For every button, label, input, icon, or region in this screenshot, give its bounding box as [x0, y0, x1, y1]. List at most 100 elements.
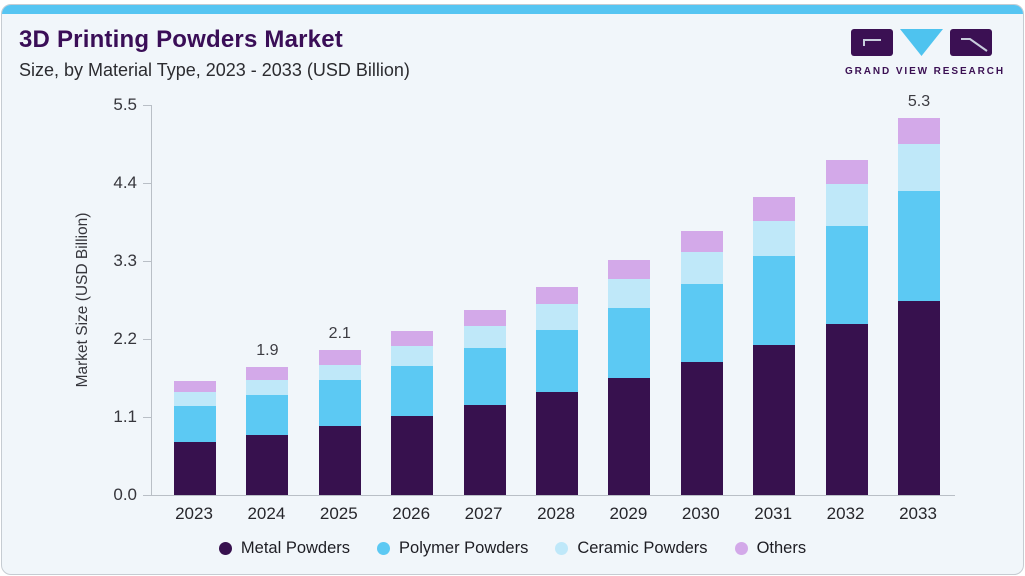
bar-segment-others — [825, 159, 868, 184]
bar-2024 — [246, 367, 289, 495]
legend-label: Ceramic Powders — [577, 539, 708, 557]
bar-value-label: 5.3 — [907, 92, 931, 110]
legend-dot — [555, 542, 569, 555]
bar-segment-metal-powders — [318, 425, 361, 495]
bar-segment-metal-powders — [246, 434, 289, 495]
legend-dot — [734, 542, 748, 555]
y-axis-title: Market Size (USD Billion) — [74, 212, 91, 388]
bar-segment-ceramic-powders — [174, 392, 216, 407]
x-tick-label-2032: 2032 — [826, 504, 865, 523]
x-tick-label-2024: 2024 — [247, 504, 286, 523]
plot-area: 0.0 1.1 2.2 3.3 4.4 5.5 1.9 2.1 5.3 — [113, 93, 955, 504]
x-tick-label-2031: 2031 — [754, 504, 793, 523]
y-tick-mark — [143, 260, 152, 262]
bar-2026 — [391, 331, 434, 495]
y-tick-label: 1.1 — [113, 407, 137, 426]
logo-v-triangle — [899, 29, 943, 56]
chart-subtitle: Size, by Material Type, 2023 - 2033 (USD… — [19, 60, 410, 80]
gvr-logo-mark — [850, 29, 992, 56]
bar-segment-polymer-powders — [536, 329, 578, 393]
bar-segment-others — [391, 331, 434, 347]
logo-r-block — [949, 29, 992, 56]
report-card: 3D Printing Powders Market Size, by Mate… — [1, 4, 1024, 575]
x-tick-label-2029: 2029 — [609, 504, 648, 523]
bar-segment-others — [318, 349, 361, 365]
y-tick-label: 3.3 — [113, 251, 137, 270]
bar-2025 — [318, 349, 361, 495]
bar-segment-ceramic-powders — [898, 144, 940, 191]
x-tick-label-2025: 2025 — [319, 504, 358, 523]
legend-dot — [377, 542, 391, 555]
logo-g-glyph — [862, 39, 881, 46]
bar-segment-polymer-powders — [318, 380, 361, 426]
bar-segment-others — [463, 309, 506, 327]
x-tick-label-2033: 2033 — [899, 504, 937, 523]
bar-2032 — [825, 159, 868, 495]
chart-header: 3D Printing Powders Market Size, by Mate… — [19, 26, 410, 81]
bar-segment-others — [898, 117, 940, 145]
bar-segment-ceramic-powders — [680, 251, 723, 285]
bar-segment-polymer-powders — [898, 190, 940, 301]
bar-value-label: 1.9 — [256, 342, 279, 360]
logo-r-glyph — [960, 38, 988, 52]
gvr-logo-text: GRAND VIEW RESEARCH — [845, 66, 1005, 77]
bar-segment-metal-powders — [680, 362, 723, 495]
bar-segment-others — [246, 367, 289, 381]
legend-label: Others — [756, 539, 807, 557]
legend-label: Metal Powders — [240, 539, 351, 557]
bar-segment-polymer-powders — [391, 365, 434, 416]
bar-segment-metal-powders — [825, 324, 868, 495]
bar-segment-others — [536, 287, 578, 305]
chart-title: 3D Printing Powders Market — [19, 26, 343, 53]
legend-dot — [218, 542, 232, 555]
x-tick-label-2026: 2026 — [392, 504, 431, 523]
bar-segment-metal-powders — [391, 415, 434, 495]
legend-label: Polymer Powders — [399, 539, 529, 557]
bar-segment-metal-powders — [753, 344, 796, 495]
y-tick-label: 2.2 — [113, 329, 137, 348]
x-axis-labels: 2023 2024 2025 2026 2027 2028 2029 2030 2031 2032… — [151, 504, 954, 526]
bar-segment-polymer-powders — [753, 256, 796, 345]
chart-legend: Metal Powders Polymer Powders Ceramic Powd… — [2, 539, 1023, 558]
bar-segment-ceramic-powders — [246, 380, 289, 396]
bar-segment-polymer-powders — [174, 406, 216, 442]
y-tick-label: 0.0 — [113, 485, 137, 504]
bar-segment-ceramic-powders — [536, 304, 578, 330]
logo-g-block — [850, 29, 893, 56]
legend-item-ceramic-powders: Ceramic Powders — [555, 539, 708, 558]
legend-item-others: Others — [734, 539, 807, 558]
bar-segment-others — [608, 260, 651, 279]
x-tick-label-2023: 2023 — [175, 504, 213, 523]
bar-segment-polymer-powders — [608, 307, 651, 378]
bar-2027 — [463, 309, 506, 495]
bar-segment-ceramic-powders — [753, 220, 796, 257]
bar-segment-ceramic-powders — [608, 278, 651, 308]
bar-segment-ceramic-powders — [318, 364, 361, 381]
bar-segment-metal-powders — [898, 300, 940, 495]
bar-segment-polymer-powders — [825, 225, 868, 325]
bar-2031 — [753, 197, 796, 495]
bar-segment-others — [753, 197, 796, 221]
x-tick-label-2027: 2027 — [464, 504, 503, 523]
top-accent-bar — [2, 5, 1023, 14]
bar-2023 — [174, 380, 216, 495]
bar-segment-polymer-powders — [680, 284, 723, 363]
y-tick-mark — [143, 494, 152, 496]
legend-item-metal-powders: Metal Powders — [218, 539, 351, 558]
bar-2030 — [680, 231, 723, 495]
bar-segment-polymer-powders — [463, 348, 506, 405]
y-tick-mark — [143, 182, 152, 184]
y-tick-label: 4.4 — [113, 173, 137, 192]
bar-segment-polymer-powders — [246, 395, 289, 435]
y-tick-mark — [143, 104, 152, 106]
bar-segment-metal-powders — [536, 392, 578, 495]
bar-segment-others — [680, 231, 723, 252]
bar-2029 — [608, 260, 651, 495]
bar-segment-others — [174, 380, 216, 393]
bar-segment-ceramic-powders — [463, 326, 506, 349]
y-tick-mark — [143, 338, 152, 340]
bar-2028 — [536, 287, 578, 495]
bar-segment-ceramic-powders — [391, 346, 434, 366]
y-tick-label: 5.5 — [113, 95, 137, 114]
y-tick-mark — [143, 416, 152, 418]
